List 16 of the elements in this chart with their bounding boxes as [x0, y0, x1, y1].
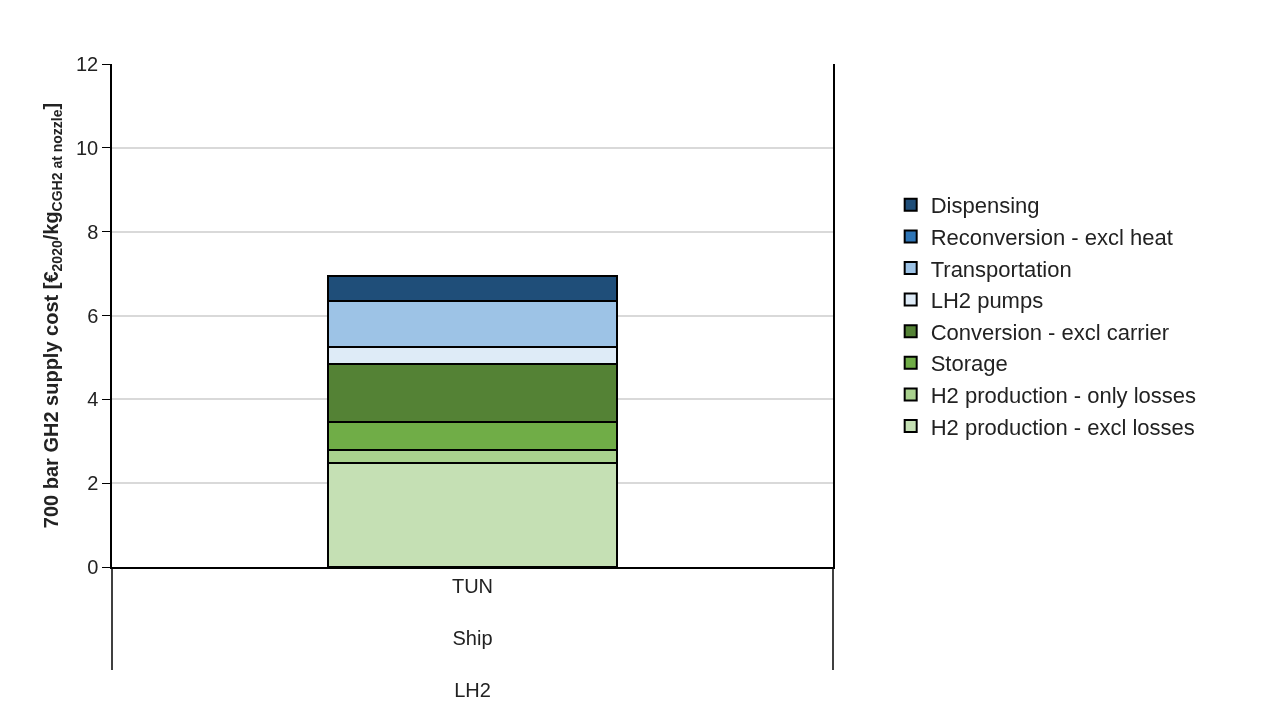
legend-label: Reconversion - excl heat	[930, 224, 1173, 250]
legend-label: Conversion - excl carrier	[930, 319, 1170, 345]
legend-label: Transportation	[930, 256, 1072, 282]
y-tick-label: 4	[87, 388, 99, 411]
category-label: TUN Ship LH2	[451, 574, 494, 701]
y-tick-label: 2	[87, 472, 99, 495]
legend-label: LH2 pumps	[930, 288, 1044, 314]
y-tick-label: 12	[76, 53, 99, 75]
legend-label: Storage	[930, 351, 1008, 377]
legend-label: Dispensing	[930, 193, 1040, 219]
y-tick-label: 10	[76, 136, 99, 159]
y-tick-label: 8	[87, 220, 99, 243]
legend-label: H2 production - excl losses	[930, 414, 1195, 440]
y-tick-label: 0	[87, 556, 99, 578]
legend-label: H2 production - only losses	[930, 382, 1197, 408]
y-tick-label: 6	[87, 304, 99, 327]
